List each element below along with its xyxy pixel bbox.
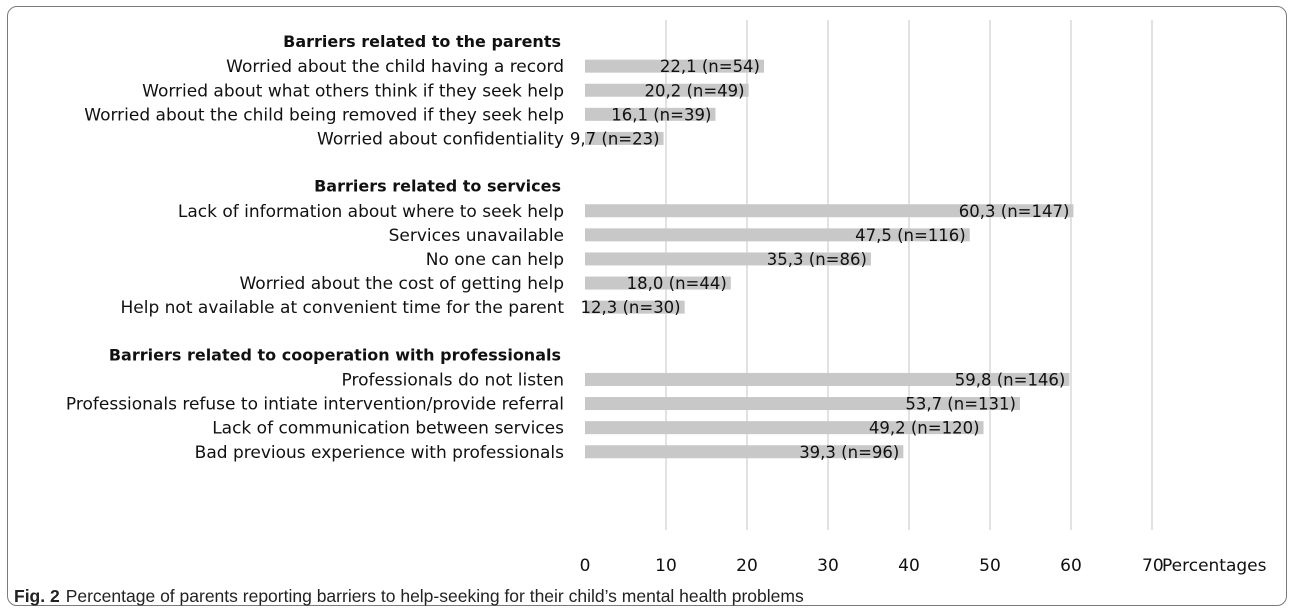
data-label: 16,1 (n=39) [611, 105, 711, 124]
category-label: No one can help [426, 250, 564, 270]
data-label: 53,7 (n=131) [905, 395, 1016, 414]
group-title: Barriers related to cooperation with pro… [109, 345, 561, 364]
data-label: 60,3 (n=147) [959, 202, 1070, 221]
figure-label: Fig. 2 [14, 586, 60, 606]
bar [585, 131, 664, 145]
bar [585, 59, 765, 73]
category-label: Worried about confidentiality [317, 129, 564, 149]
figure-caption: Fig. 2 Percentage of parents reporting ba… [14, 586, 804, 607]
category-label: Help not available at convenient time fo… [121, 298, 565, 318]
x-axis-title: Percentages [1162, 556, 1267, 576]
data-label: 47,5 (n=116) [855, 226, 966, 245]
bar [585, 445, 904, 459]
x-tick-label: 10 [655, 556, 677, 576]
data-label: 49,2 (n=120) [869, 419, 980, 438]
bar [585, 228, 970, 242]
category-label: Professionals refuse to intiate interven… [66, 395, 564, 415]
bar [585, 252, 871, 266]
data-label: 9,7 (n=23) [570, 129, 660, 148]
bar [585, 204, 1074, 218]
x-tick-label: 0 [580, 556, 591, 576]
x-tick-label: 70 [1142, 556, 1164, 576]
data-label: 18,0 (n=44) [627, 274, 727, 293]
x-tick-label: 50 [979, 556, 1001, 576]
bar [585, 276, 731, 290]
x-tick-label: 60 [1060, 556, 1082, 576]
data-label: 20,2 (n=49) [644, 81, 744, 100]
caption-text: Percentage of parents reporting barriers… [65, 586, 804, 606]
category-label: Bad previous experience with professiona… [195, 443, 564, 463]
bar [585, 107, 716, 121]
bar [585, 372, 1070, 386]
bar [585, 397, 1020, 411]
category-label: Worried about the child being removed if… [84, 105, 564, 125]
category-label: Worried about what others think if they … [142, 81, 564, 101]
data-label: 59,8 (n=146) [955, 370, 1066, 389]
category-label: Lack of information about where to seek … [178, 202, 564, 222]
group-title: Barriers related to services [314, 177, 561, 196]
data-label: 39,3 (n=96) [799, 443, 899, 462]
x-tick-label: 20 [736, 556, 758, 576]
bar [585, 300, 685, 314]
bar-chart: Barriers related to the parents Worried a… [66, 20, 1267, 576]
x-tick-label: 40 [898, 556, 920, 576]
category-label: Worried about the child having a record [226, 57, 564, 77]
category-label: Services unavailable [389, 226, 564, 246]
bar [585, 421, 984, 435]
figure-frame [7, 6, 1287, 606]
bar [585, 83, 749, 97]
category-label: Lack of communication between services [212, 419, 564, 439]
data-label: 12,3 (n=30) [580, 298, 680, 317]
category-label: Professionals do not listen [342, 370, 564, 390]
group-title: Barriers related to the parents [283, 32, 561, 51]
data-label: 22,1 (n=54) [660, 57, 760, 76]
category-label: Worried about the cost of getting help [239, 274, 564, 294]
data-label: 35,3 (n=86) [767, 250, 867, 269]
x-tick-label: 30 [817, 556, 839, 576]
